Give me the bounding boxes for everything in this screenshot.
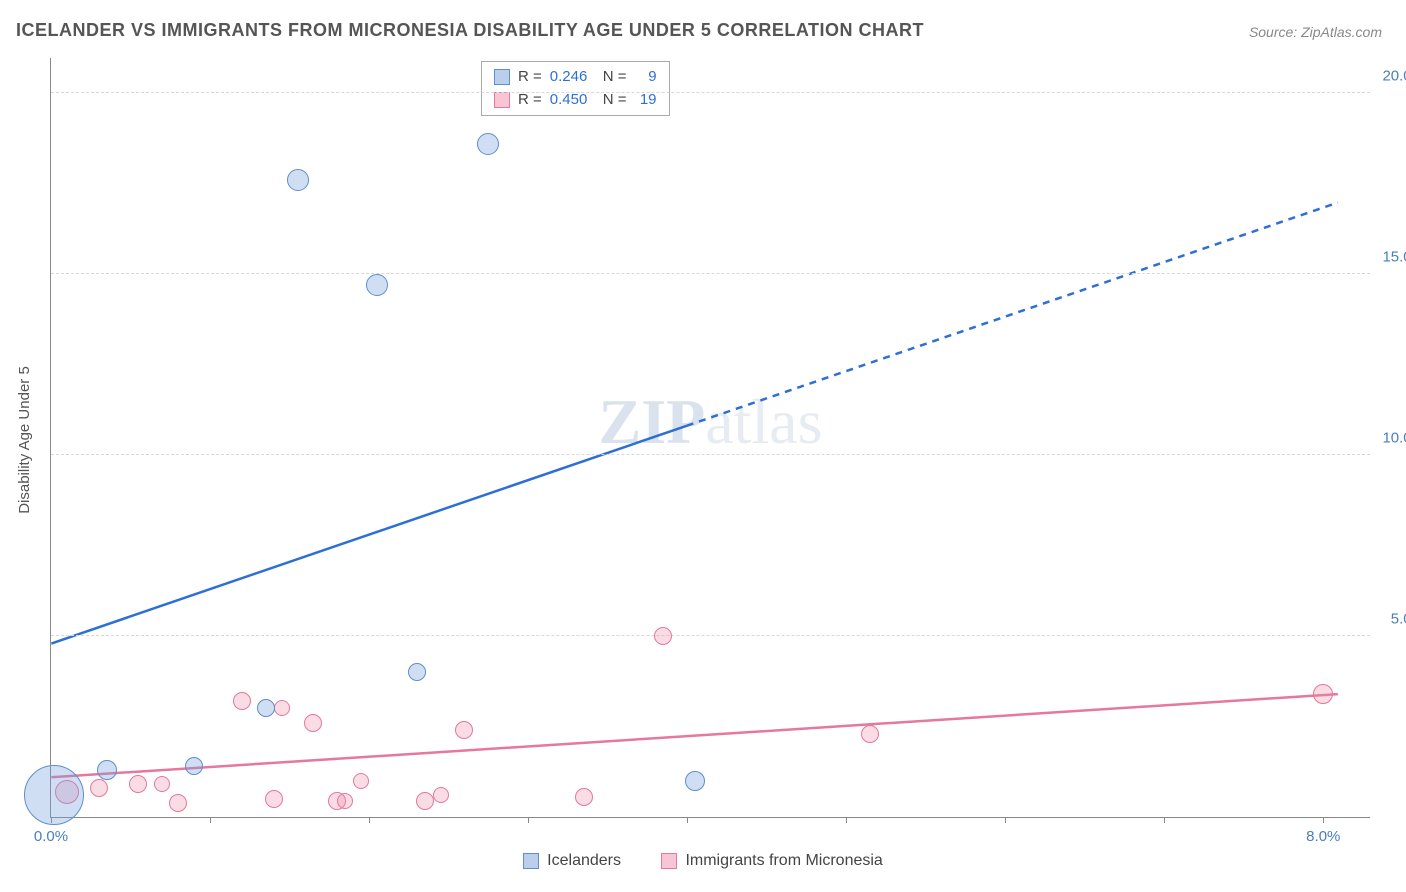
plot-area: ZIPatlas R = 0.246 N = 9 R = 0.450 N = 1… bbox=[50, 58, 1370, 818]
y-tick-label: 15.0% bbox=[1375, 249, 1406, 266]
x-tick bbox=[369, 817, 370, 823]
data-point-pink bbox=[575, 788, 593, 806]
data-point-pink bbox=[169, 794, 187, 812]
data-point-blue bbox=[97, 760, 117, 780]
data-point-pink bbox=[304, 714, 322, 732]
data-point-blue bbox=[185, 757, 203, 775]
data-point-blue bbox=[477, 133, 499, 155]
legend-label-blue: Icelanders bbox=[547, 852, 621, 870]
data-point-blue bbox=[408, 663, 426, 681]
data-point-pink bbox=[654, 627, 672, 645]
swatch-blue-icon bbox=[494, 69, 510, 85]
data-point-pink bbox=[233, 692, 251, 710]
r-value-blue: 0.246 bbox=[550, 66, 595, 89]
data-point-pink bbox=[1313, 684, 1333, 704]
x-tick bbox=[1323, 817, 1324, 823]
n-label: N = bbox=[603, 66, 627, 89]
data-point-pink bbox=[337, 793, 353, 809]
data-point-blue bbox=[685, 771, 705, 791]
data-point-pink bbox=[129, 775, 147, 793]
y-axis-label: Disability Age Under 5 bbox=[16, 366, 33, 514]
watermark-zip: ZIP bbox=[599, 386, 706, 457]
legend-item-pink: Immigrants from Micronesia bbox=[661, 852, 882, 870]
data-point-blue bbox=[366, 274, 388, 296]
data-point-pink bbox=[274, 700, 290, 716]
data-point-pink bbox=[154, 776, 170, 792]
legend-label-pink: Immigrants from Micronesia bbox=[685, 852, 882, 870]
x-tick bbox=[687, 817, 688, 823]
gridline bbox=[51, 92, 1370, 93]
x-tick bbox=[1005, 817, 1006, 823]
data-point-pink bbox=[455, 721, 473, 739]
data-point-blue bbox=[24, 765, 84, 825]
swatch-blue-icon bbox=[523, 853, 539, 869]
data-point-pink bbox=[353, 773, 369, 789]
source-attribution: Source: ZipAtlas.com bbox=[1249, 24, 1382, 40]
data-point-pink bbox=[861, 725, 879, 743]
x-tick bbox=[528, 817, 529, 823]
watermark-atlas: atlas bbox=[705, 386, 822, 457]
x-tick-label: 8.0% bbox=[1306, 828, 1340, 845]
stats-box: R = 0.246 N = 9 R = 0.450 N = 19 bbox=[481, 61, 670, 116]
x-tick bbox=[846, 817, 847, 823]
y-tick-label: 5.0% bbox=[1375, 611, 1406, 628]
gridline bbox=[51, 635, 1370, 636]
stats-row-blue: R = 0.246 N = 9 bbox=[494, 66, 657, 89]
swatch-pink-icon bbox=[661, 853, 677, 869]
gridline bbox=[51, 454, 1370, 455]
gridline bbox=[51, 273, 1370, 274]
data-point-pink bbox=[416, 792, 434, 810]
data-point-pink bbox=[433, 787, 449, 803]
x-tick bbox=[1164, 817, 1165, 823]
n-value-blue: 9 bbox=[635, 66, 657, 89]
data-point-pink bbox=[90, 779, 108, 797]
chart-title: ICELANDER VS IMMIGRANTS FROM MICRONESIA … bbox=[16, 20, 924, 41]
y-tick-label: 10.0% bbox=[1375, 430, 1406, 447]
x-tick-label: 0.0% bbox=[34, 828, 68, 845]
r-label: R = bbox=[518, 66, 542, 89]
legend-item-blue: Icelanders bbox=[523, 852, 621, 870]
swatch-pink-icon bbox=[494, 92, 510, 108]
watermark: ZIPatlas bbox=[599, 385, 823, 459]
y-tick-label: 20.0% bbox=[1375, 68, 1406, 85]
data-point-pink bbox=[265, 790, 283, 808]
x-tick bbox=[210, 817, 211, 823]
bottom-legend: Icelanders Immigrants from Micronesia bbox=[0, 852, 1406, 874]
data-point-blue bbox=[287, 169, 309, 191]
data-point-blue bbox=[257, 699, 275, 717]
